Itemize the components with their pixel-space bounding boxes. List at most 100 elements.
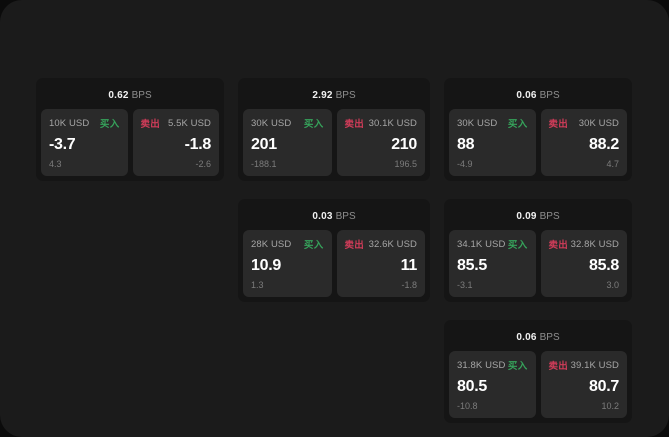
sell-panel[interactable]: 卖出 30.1K USD 210 196.5: [336, 109, 425, 176]
sell-price: 210: [391, 136, 417, 153]
sell-delta: 196.5: [394, 159, 417, 169]
sell-panel[interactable]: 卖出 32.8K USD 85.8 3.0: [540, 230, 627, 297]
buy-size-label: 10K USD: [49, 117, 90, 129]
card-body: 30K USD 买入 88 -4.9 卖出 30K USD 88.2 4.7: [449, 109, 627, 176]
buy-panel-header: 30K USD 买入: [251, 117, 324, 131]
sell-panel-header: 卖出 5.5K USD: [140, 117, 212, 131]
buy-price: 80.5: [457, 378, 487, 395]
sell-price: -1.8: [184, 136, 212, 153]
sell-size-label: 32.8K USD: [570, 238, 619, 250]
buy-size-label: 30K USD: [457, 117, 498, 129]
buy-size-label: 28K USD: [251, 238, 292, 250]
card-header: 2.92 BPS: [243, 85, 425, 109]
buy-delta: -3.1: [457, 280, 473, 290]
sell-tag: 卖出: [548, 361, 569, 372]
buy-panel[interactable]: 28K USD 买入 10.9 1.3: [243, 230, 332, 297]
sell-price: 11: [400, 257, 418, 274]
quote-board: 0.62 BPS 10K USD 买入 -3.7 4.3 卖出: [36, 78, 636, 423]
sell-delta: -1.8: [401, 280, 417, 290]
quote-card[interactable]: 0.09 BPS 34.1K USD 买入 85.5 -3.1 卖出: [444, 199, 632, 302]
card-body: 30K USD 买入 201 -188.1 卖出 30.1K USD 210 1…: [243, 109, 425, 176]
buy-size-label: 31.8K USD: [457, 359, 506, 371]
bps-value: 2.92: [312, 90, 333, 101]
bps-unit: BPS: [335, 211, 356, 222]
buy-tag: 买入: [507, 361, 528, 372]
sell-delta: 4.7: [606, 159, 619, 169]
sell-tag: 卖出: [344, 119, 365, 130]
bps-unit: BPS: [539, 90, 560, 101]
bps-value: 0.06: [516, 90, 537, 101]
buy-tag: 买入: [303, 240, 324, 251]
sell-panel-header: 卖出 32.6K USD: [344, 238, 418, 252]
quote-card[interactable]: 0.06 BPS 31.8K USD 买入 80.5 -10.8 卖出: [444, 320, 632, 423]
card-header: 0.06 BPS: [449, 327, 627, 351]
card-body: 31.8K USD 买入 80.5 -10.8 卖出 39.1K USD 80.…: [449, 351, 627, 418]
buy-tag: 买入: [303, 119, 324, 130]
bps-value: 0.62: [108, 90, 129, 101]
card-body: 10K USD 买入 -3.7 4.3 卖出 5.5K USD -1.8 -2.…: [41, 109, 219, 176]
bps-unit: BPS: [335, 90, 356, 101]
sell-tag: 卖出: [344, 240, 365, 251]
card-header: 0.09 BPS: [449, 206, 627, 230]
buy-price: 88: [457, 136, 475, 153]
buy-price: 201: [251, 136, 277, 153]
buy-panel-header: 28K USD 买入: [251, 238, 324, 252]
bps-unit: BPS: [539, 332, 560, 343]
sell-delta: -2.6: [195, 159, 211, 169]
buy-delta: -10.8: [457, 401, 478, 411]
sell-panel[interactable]: 卖出 32.6K USD 11 -1.8: [336, 230, 425, 297]
buy-panel[interactable]: 10K USD 买入 -3.7 4.3: [41, 109, 128, 176]
buy-delta: -188.1: [251, 159, 277, 169]
sell-panel-header: 卖出 39.1K USD: [548, 359, 620, 373]
buy-price: -3.7: [49, 136, 76, 153]
sell-size-label: 39.1K USD: [570, 359, 619, 371]
quote-card[interactable]: 0.03 BPS 28K USD 买入 10.9 1.3 卖出: [238, 199, 430, 302]
card-body: 34.1K USD 买入 85.5 -3.1 卖出 32.8K USD 85.8…: [449, 230, 627, 297]
buy-price: 10.9: [251, 257, 281, 274]
quote-column-3: 0.06 BPS 30K USD 买入 88 -4.9 卖出: [444, 78, 632, 423]
buy-panel[interactable]: 30K USD 买入 201 -188.1: [243, 109, 332, 176]
buy-panel[interactable]: 30K USD 买入 88 -4.9: [449, 109, 536, 176]
sell-tag: 卖出: [140, 119, 161, 130]
buy-size-label: 34.1K USD: [457, 238, 506, 250]
buy-delta: 1.3: [251, 280, 264, 290]
quote-column-1: 0.62 BPS 10K USD 买入 -3.7 4.3 卖出: [36, 78, 224, 181]
quote-card[interactable]: 2.92 BPS 30K USD 买入 201 -188.1 卖出: [238, 78, 430, 181]
buy-tag: 买入: [507, 240, 528, 251]
sell-panel-header: 卖出 30K USD: [549, 117, 620, 131]
card-header: 0.62 BPS: [41, 85, 219, 109]
card-header: 0.06 BPS: [449, 85, 627, 109]
quote-card[interactable]: 0.06 BPS 30K USD 买入 88 -4.9 卖出: [444, 78, 632, 181]
buy-panel[interactable]: 31.8K USD 买入 80.5 -10.8: [449, 351, 536, 418]
buy-tag: 买入: [507, 119, 528, 130]
buy-delta: -4.9: [457, 159, 473, 169]
buy-panel-header: 31.8K USD 买入: [457, 359, 528, 373]
sell-tag: 卖出: [548, 240, 569, 251]
card-body: 28K USD 买入 10.9 1.3 卖出 32.6K USD 11 -1.8: [243, 230, 425, 297]
sell-size-label: 5.5K USD: [167, 117, 211, 129]
sell-panel-header: 卖出 30.1K USD: [344, 117, 418, 131]
buy-panel[interactable]: 34.1K USD 买入 85.5 -3.1: [449, 230, 536, 297]
sell-delta: 3.0: [606, 280, 619, 290]
card-header: 0.03 BPS: [243, 206, 425, 230]
sell-panel[interactable]: 卖出 39.1K USD 80.7 10.2: [540, 351, 627, 418]
quote-column-2: 2.92 BPS 30K USD 买入 201 -188.1 卖出: [238, 78, 430, 302]
sell-size-label: 30K USD: [578, 117, 619, 129]
quote-card[interactable]: 0.62 BPS 10K USD 买入 -3.7 4.3 卖出: [36, 78, 224, 181]
buy-tag: 买入: [99, 119, 120, 130]
bps-value: 0.09: [516, 211, 537, 222]
sell-panel[interactable]: 卖出 5.5K USD -1.8 -2.6: [132, 109, 219, 176]
sell-price: 80.7: [589, 378, 619, 395]
bps-value: 0.06: [516, 332, 537, 343]
buy-size-label: 30K USD: [251, 117, 292, 129]
buy-panel-header: 10K USD 买入: [49, 117, 120, 131]
sell-panel[interactable]: 卖出 30K USD 88.2 4.7: [540, 109, 627, 176]
bps-value: 0.03: [312, 211, 333, 222]
sell-size-label: 30.1K USD: [368, 117, 417, 129]
sell-price: 88.2: [589, 136, 619, 153]
buy-panel-header: 34.1K USD 买入: [457, 238, 528, 252]
bps-unit: BPS: [539, 211, 560, 222]
buy-price: 85.5: [457, 257, 487, 274]
sell-price: 85.8: [589, 257, 619, 274]
